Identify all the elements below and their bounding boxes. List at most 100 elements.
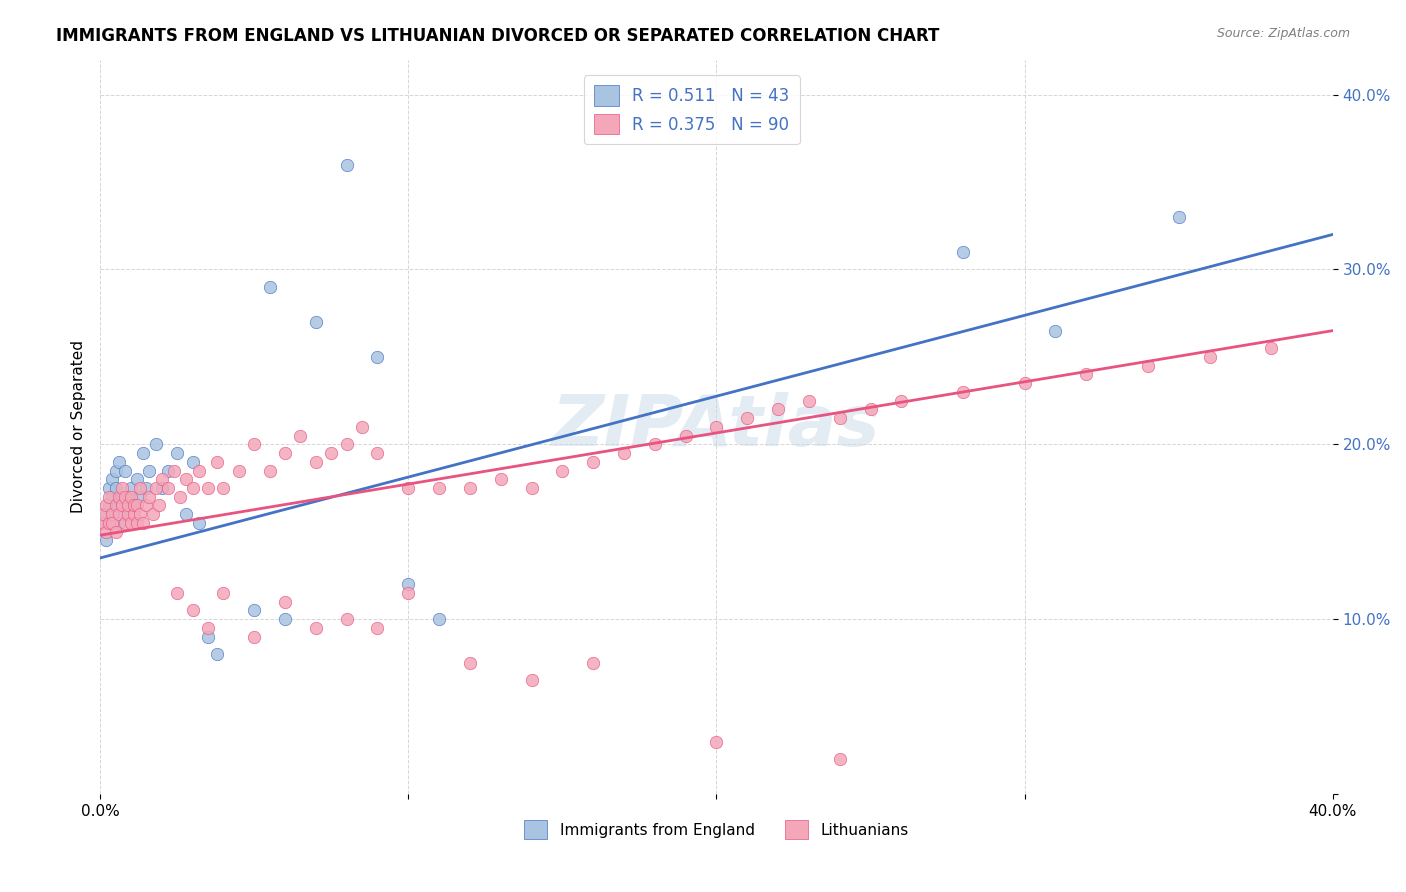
Point (489, 472, 512, 486)
Point (859, 402, 882, 417)
Point (166, 446, 188, 460)
Point (111, 499, 134, 513)
Point (520, 481, 543, 495)
Point (396, 586, 419, 600)
Point (797, 393, 820, 408)
Point (290, 428, 312, 442)
Point (129, 481, 152, 495)
Point (98, 490, 121, 504)
Point (706, 419, 728, 434)
Point (150, 472, 173, 486)
Point (101, 472, 124, 486)
Point (145, 481, 167, 495)
Point (145, 437, 167, 451)
Point (96, 499, 118, 513)
Point (305, 455, 328, 469)
Point (187, 463, 209, 477)
Point (117, 499, 139, 513)
Point (1167, 210, 1189, 224)
Point (305, 621, 328, 635)
Point (96, 524, 118, 539)
Point (520, 673, 543, 688)
Point (111, 499, 134, 513)
Point (169, 490, 191, 504)
Point (156, 481, 179, 495)
Point (135, 499, 157, 513)
Point (259, 463, 281, 477)
Point (336, 437, 359, 451)
Point (952, 384, 974, 399)
Point (366, 621, 388, 635)
Point (122, 499, 145, 513)
Point (107, 516, 129, 530)
Point (274, 446, 297, 460)
Point (129, 490, 152, 504)
Point (766, 402, 789, 417)
Point (101, 490, 124, 504)
Point (458, 481, 481, 495)
Point (101, 516, 124, 530)
Point (104, 499, 127, 513)
Point (141, 507, 163, 521)
Point (138, 490, 160, 504)
Point (98, 481, 121, 495)
Point (111, 481, 134, 495)
Point (305, 315, 328, 329)
Point (352, 419, 374, 434)
Point (243, 630, 266, 644)
Point (828, 411, 851, 425)
Point (117, 490, 139, 504)
Point (336, 612, 359, 626)
Point (366, 446, 388, 460)
Point (458, 656, 481, 670)
Point (952, 244, 974, 259)
Point (98, 499, 121, 513)
Point (166, 586, 188, 600)
Point (150, 481, 173, 495)
Point (187, 516, 209, 530)
Point (129, 507, 152, 521)
Point (706, 734, 728, 748)
Point (243, 603, 266, 617)
Point (396, 481, 419, 495)
Y-axis label: Divorced or Separated: Divorced or Separated (72, 341, 86, 513)
Point (114, 490, 136, 504)
Point (212, 586, 235, 600)
Point (101, 507, 124, 521)
Point (181, 603, 204, 617)
Legend: Immigrants from England, Lithuanians: Immigrants from England, Lithuanians (519, 814, 915, 845)
Point (114, 463, 136, 477)
Point (1260, 341, 1282, 355)
Point (156, 463, 179, 477)
Point (181, 481, 204, 495)
Point (107, 455, 129, 469)
Point (735, 411, 758, 425)
Point (197, 630, 219, 644)
Point (104, 481, 127, 495)
Point (582, 656, 605, 670)
Point (111, 490, 134, 504)
Point (114, 507, 136, 521)
Point (107, 507, 129, 521)
Point (613, 446, 636, 460)
Text: IMMIGRANTS FROM ENGLAND VS LITHUANIAN DIVORCED OR SEPARATED CORRELATION CHART: IMMIGRANTS FROM ENGLAND VS LITHUANIAN DI… (56, 27, 939, 45)
Point (135, 481, 157, 495)
Point (96, 533, 118, 548)
Point (644, 437, 666, 451)
Point (228, 463, 250, 477)
Point (122, 499, 145, 513)
Point (197, 621, 219, 635)
Point (321, 446, 343, 460)
Point (122, 507, 145, 521)
Point (396, 577, 419, 591)
Point (427, 612, 450, 626)
Point (181, 455, 204, 469)
Point (148, 499, 170, 513)
Point (259, 280, 281, 294)
Point (828, 752, 851, 766)
Point (207, 647, 229, 661)
Point (890, 393, 912, 408)
Point (427, 481, 450, 495)
Point (212, 481, 235, 495)
Point (120, 516, 142, 530)
